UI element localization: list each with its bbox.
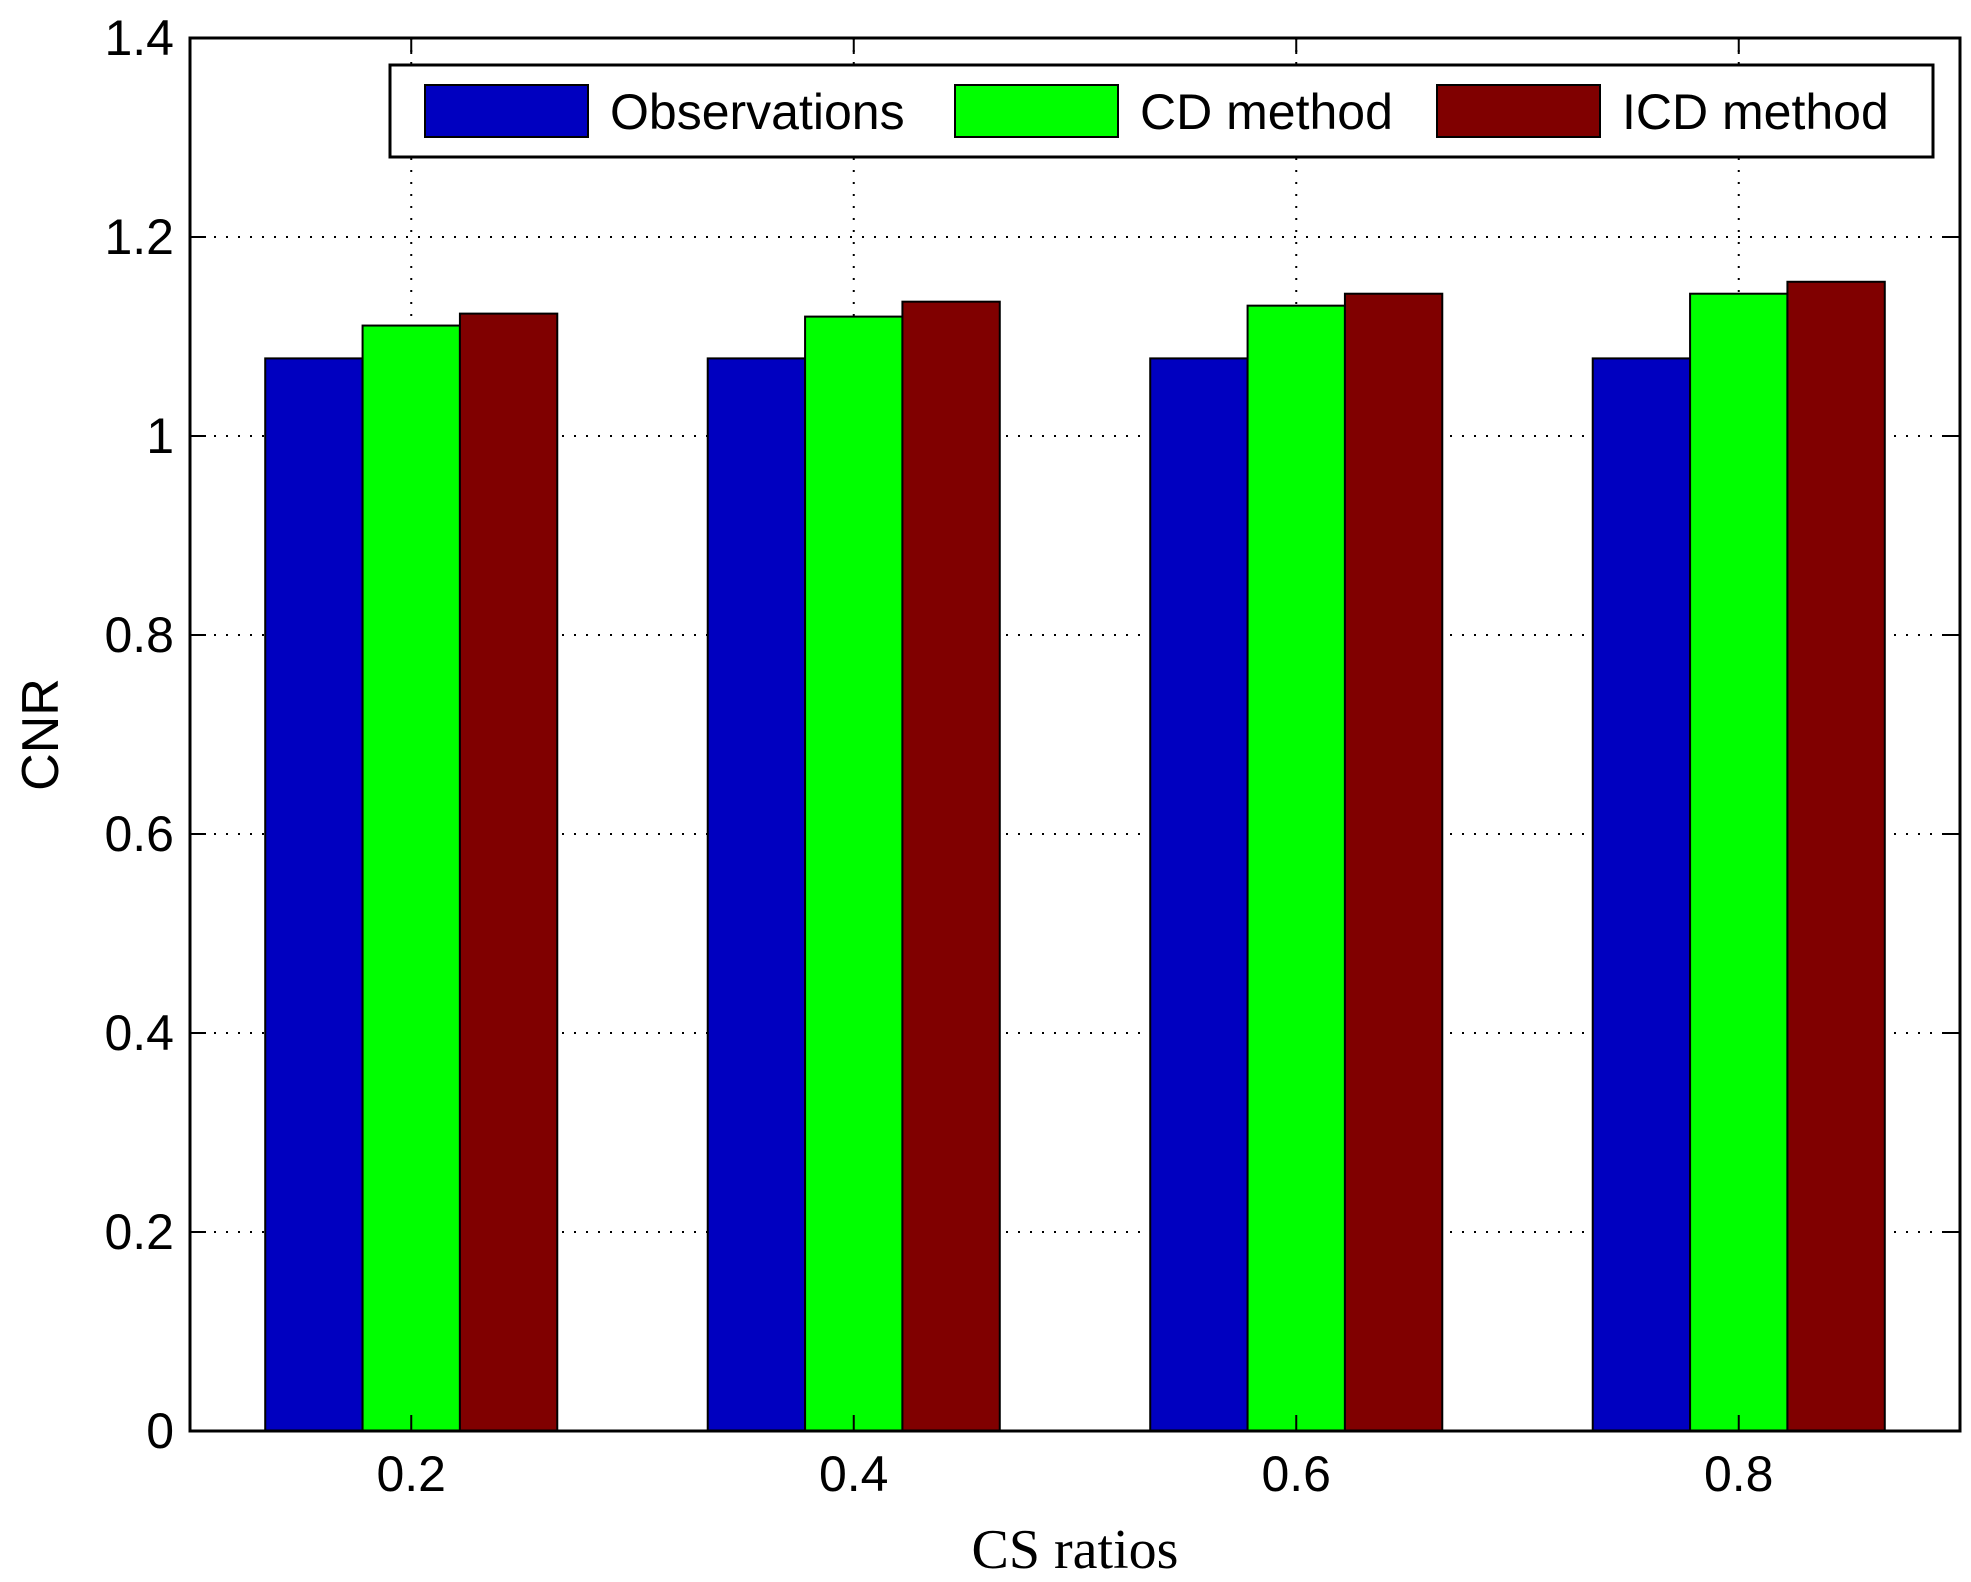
bar-cd-method	[361, 324, 461, 1432]
bar-icd-method	[1343, 292, 1444, 1433]
bar-icd-method	[901, 300, 1001, 1432]
bar-cd-method	[804, 315, 904, 1433]
y-tick-label: 1.2	[104, 209, 174, 265]
legend-box	[388, 63, 1935, 159]
legend-label: CD method	[1140, 84, 1393, 140]
y-tick-label: 0.8	[104, 607, 174, 663]
bar-observations	[264, 357, 364, 1432]
x-axis-label: CS ratios	[972, 1519, 1179, 1581]
bar-icd-method	[458, 312, 559, 1432]
bar-cd-method	[1689, 292, 1789, 1433]
y-tick-labels: 0 0.2 0.4 0.6 0.8 1 1.2 1.4	[104, 10, 174, 1459]
legend-swatch	[1436, 84, 1601, 138]
x-tick-labels: 0.2 0.4 0.6 0.8	[376, 1446, 1773, 1502]
axis-ticks	[190, 37, 1960, 1432]
x-tick-label: 0.4	[819, 1446, 889, 1502]
y-tick-label: 1.4	[104, 10, 174, 66]
x-tick-label: 0.8	[1704, 1446, 1774, 1502]
legend-swatch	[424, 84, 589, 138]
bar-observations	[706, 357, 807, 1432]
bar-observations	[1591, 357, 1692, 1432]
legend-label: ICD method	[1622, 84, 1889, 140]
y-tick-label: 0.6	[104, 806, 174, 862]
y-tick-label: 0	[146, 1403, 174, 1459]
legend-label: Observations	[610, 84, 905, 140]
legend: Observations CD method ICD method	[388, 63, 1935, 159]
y-axis-label: CNR	[12, 678, 70, 791]
plot-frame	[188, 36, 1962, 1433]
bars	[264, 280, 1886, 1433]
x-tick-label: 0.2	[376, 1446, 446, 1502]
x-tick-label: 0.6	[1261, 1446, 1331, 1502]
bar-cd-method	[1246, 304, 1346, 1432]
y-tick-label: 0.2	[104, 1204, 174, 1260]
bar-observations	[1149, 357, 1249, 1432]
y-tick-label: 1	[146, 408, 174, 464]
legend-swatch	[954, 84, 1119, 138]
bar-icd-method	[1786, 280, 1886, 1432]
y-tick-label: 0.4	[104, 1005, 174, 1061]
